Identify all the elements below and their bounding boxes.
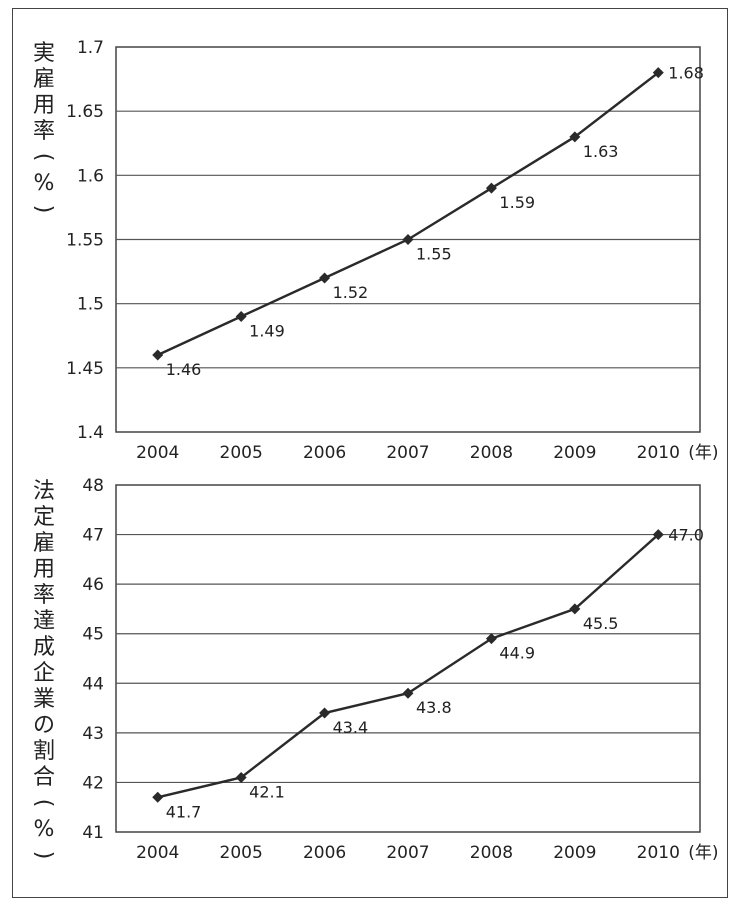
data-label: 42.1 [249, 782, 285, 801]
x-unit-label: (年) [688, 443, 718, 463]
x-tick-label: 2010 [637, 443, 680, 463]
data-label: 43.4 [333, 718, 369, 737]
y-tick-label: 1.7 [77, 38, 104, 58]
y-tick-label: 41 [82, 823, 104, 843]
y-axis-label-paren: ( [31, 799, 56, 808]
data-point-marker [652, 67, 664, 79]
series-line [157, 71, 660, 357]
y-tick-label: 1.6 [77, 166, 104, 186]
data-point-marker [485, 633, 497, 645]
data-point-marker [152, 791, 164, 803]
y-tick-label: 46 [82, 575, 104, 595]
x-tick-label: 2007 [386, 443, 429, 463]
data-point-marker [152, 349, 164, 361]
data-point-marker [319, 707, 331, 719]
data-point-marker [319, 272, 331, 284]
x-tick-label: 2004 [136, 843, 179, 863]
x-tick-label: 2008 [470, 443, 513, 463]
data-label: 44.9 [499, 644, 535, 663]
x-tick-label: 2008 [470, 843, 513, 863]
data-point-marker [402, 687, 414, 699]
y-tick-label: 1.5 [77, 295, 104, 315]
y-tick-label: 1.65 [66, 102, 104, 122]
x-tick-label: 2005 [220, 443, 263, 463]
data-label: 47.0 [668, 526, 704, 545]
y-tick-label: 1.55 [66, 231, 104, 251]
y-tick-label: 44 [82, 674, 104, 694]
y-tick-label: 42 [82, 773, 104, 793]
data-label: 1.46 [166, 360, 202, 379]
y-tick-label: 48 [82, 476, 104, 496]
x-tick-label: 2009 [553, 443, 596, 463]
y-axis-label-paren: ) [31, 851, 56, 860]
data-label: 1.49 [249, 322, 285, 341]
x-tick-label: 2006 [303, 843, 346, 863]
x-unit-label: (年) [688, 843, 718, 863]
x-tick-label: 2007 [386, 843, 429, 863]
chart-2: 48 47 46 45 44 43 42 41 2004 2005 2006 2007 2008 2009… [31, 476, 719, 863]
plot-area-border [115, 484, 701, 833]
data-label: 1.68 [668, 64, 704, 83]
data-point-marker [235, 771, 247, 783]
data-label: 45.5 [583, 614, 619, 633]
data-label: 1.63 [583, 142, 619, 161]
y-axis-label: 実雇用率% [33, 41, 55, 196]
y-tick-label: 1.4 [77, 423, 104, 443]
x-tick-label: 2010 [637, 843, 680, 863]
y-tick-label: 43 [82, 724, 104, 744]
x-tick-label: 2004 [136, 443, 179, 463]
data-label: 1.55 [416, 245, 452, 264]
data-label: 1.59 [499, 193, 535, 212]
y-tick-label: 45 [82, 625, 104, 645]
y-axis-label: 法定雇用率達成企業の割合% [33, 479, 55, 842]
y-axis-label-paren: ) [31, 205, 56, 214]
x-tick-label: 2009 [553, 843, 596, 863]
data-point-marker [569, 131, 581, 143]
data-point-marker [235, 311, 247, 322]
y-tick-label: 1.45 [66, 359, 104, 379]
data-point-marker [652, 529, 664, 541]
chart-1: 1.7 1.65 1.6 1.55 1.5 1.45 1.4 2004 2005 2006 2007… [31, 38, 719, 463]
data-point-marker [485, 182, 497, 194]
data-label: 43.8 [416, 698, 452, 717]
figure-frame [12, 8, 728, 898]
x-tick-label: 2005 [220, 843, 263, 863]
data-point-marker [569, 603, 581, 615]
y-axis-label-paren: ( [31, 153, 56, 162]
data-point-marker [402, 234, 414, 245]
data-label: 1.52 [333, 283, 369, 302]
series-line [157, 533, 660, 799]
y-tick-label: 47 [82, 526, 104, 546]
data-label: 41.7 [166, 802, 202, 821]
x-tick-label: 2006 [303, 443, 346, 463]
